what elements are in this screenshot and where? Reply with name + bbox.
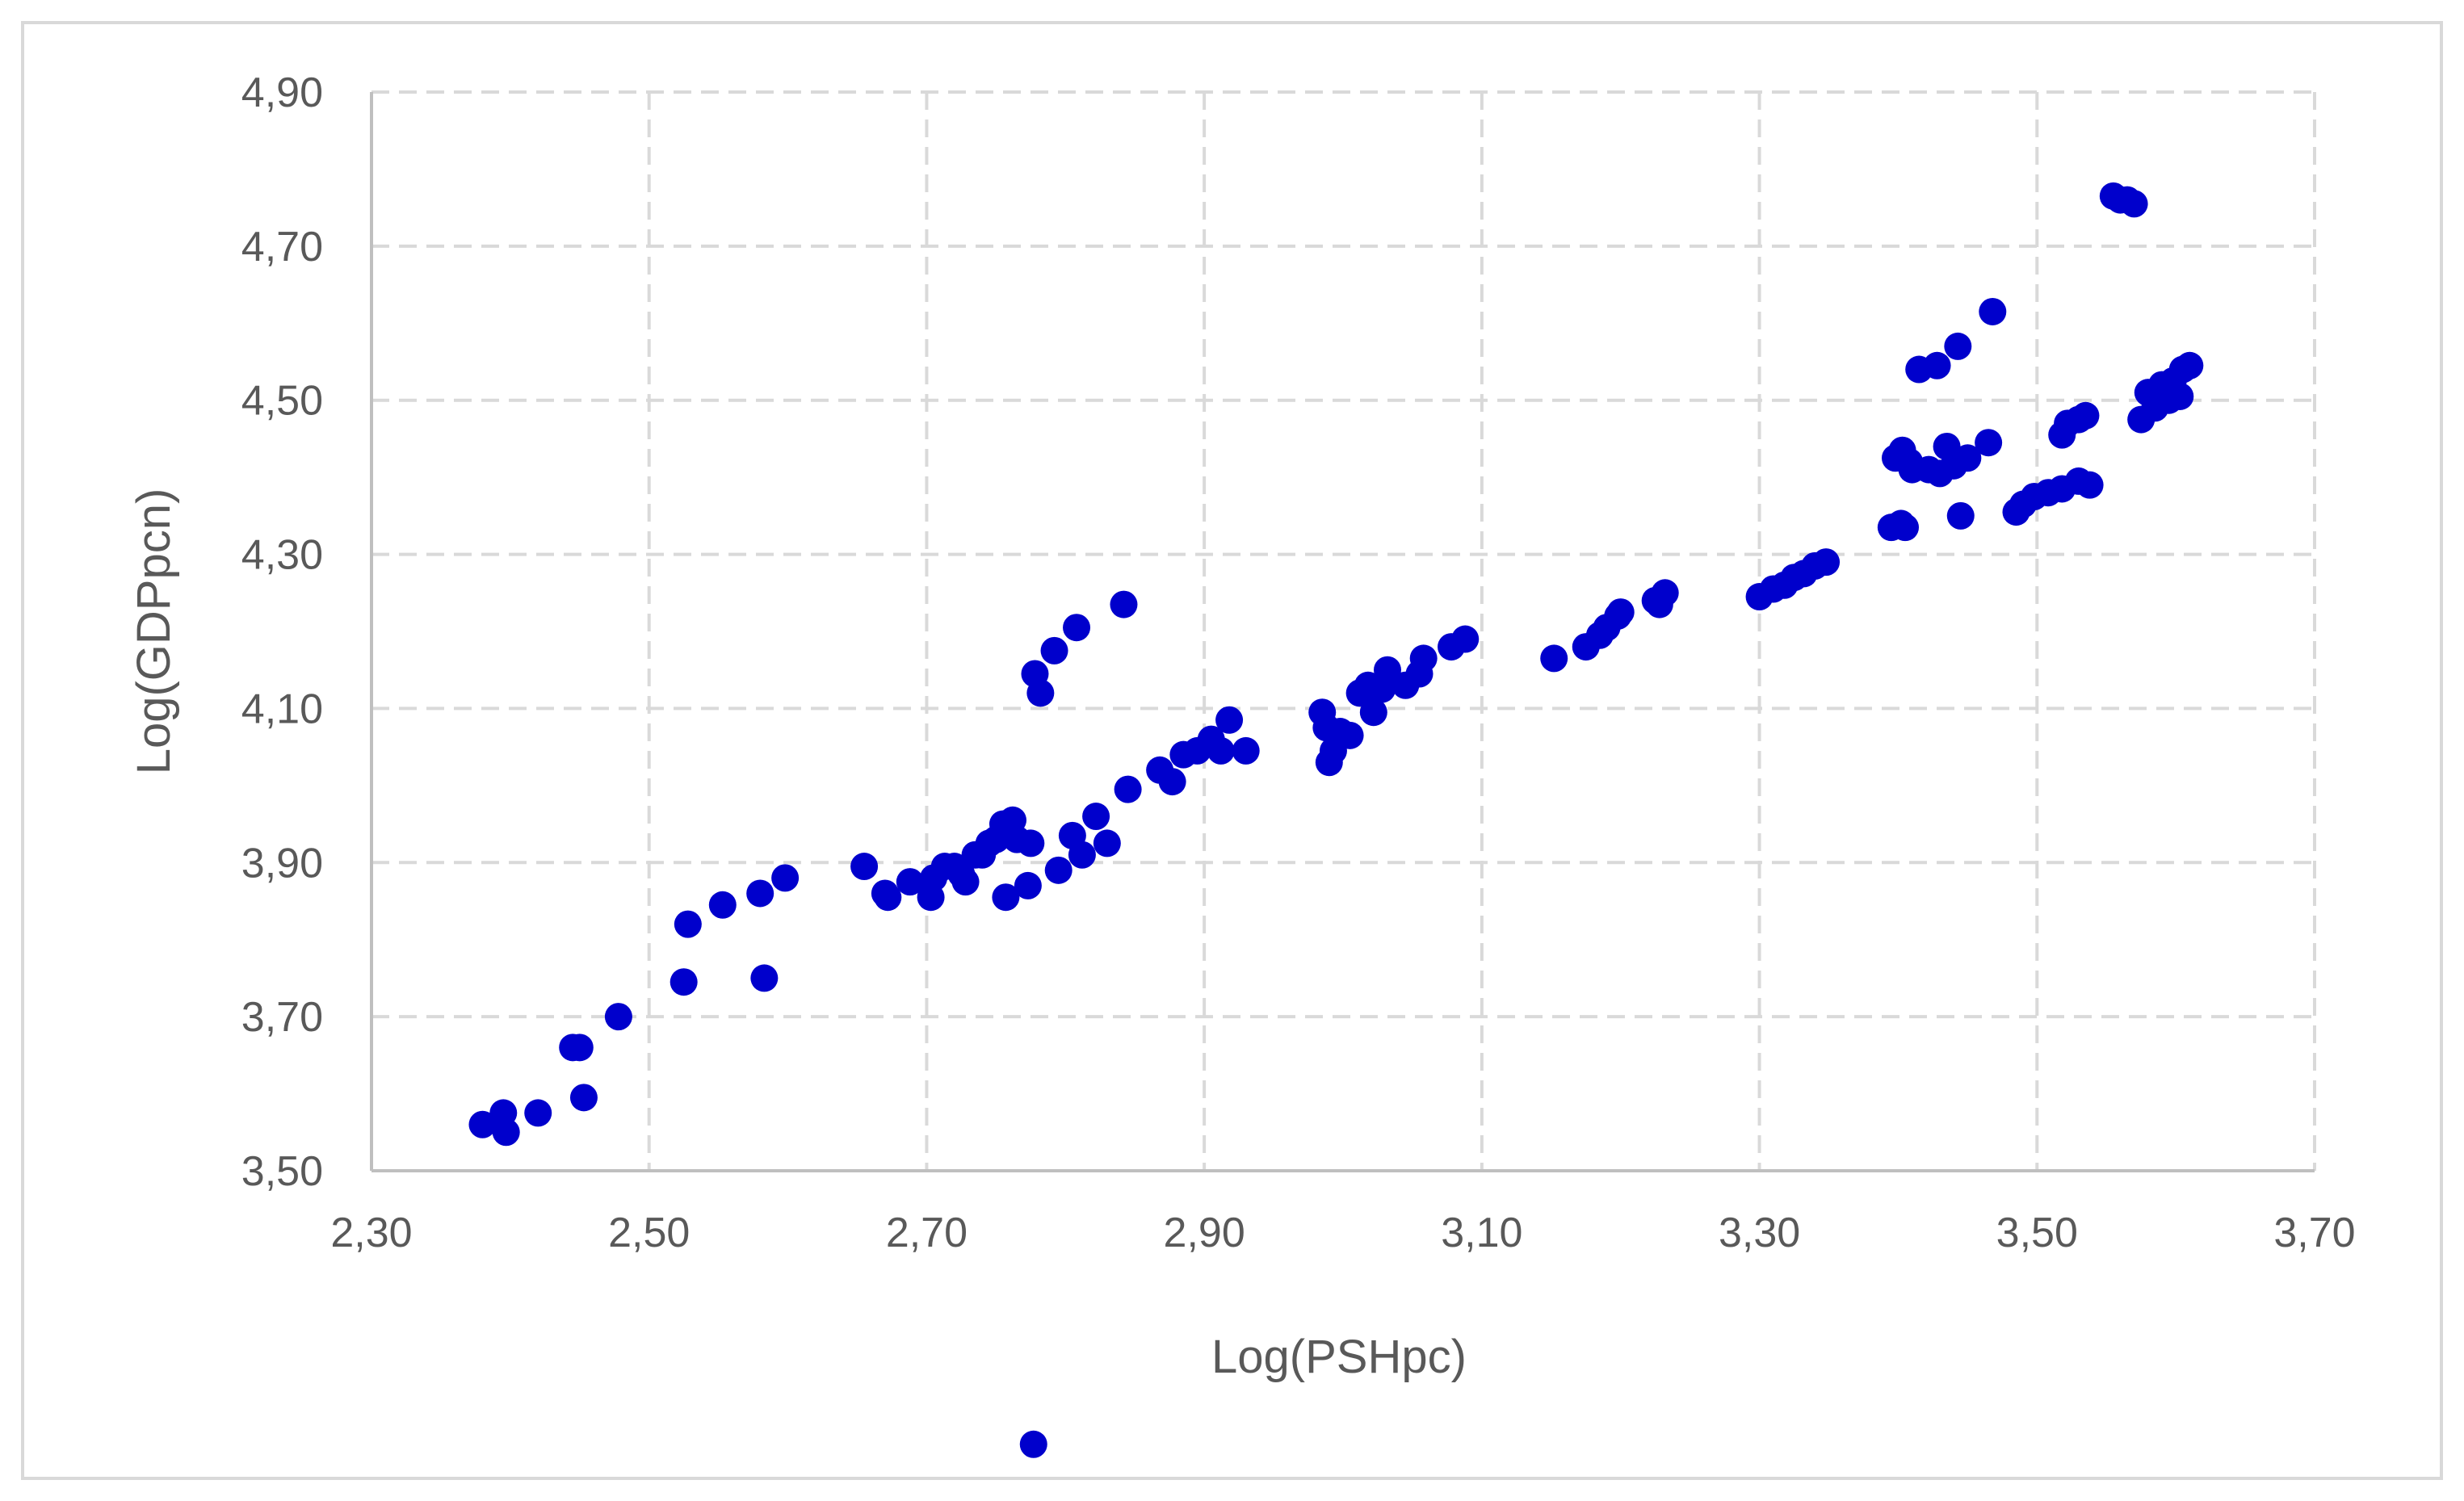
data-point [1114,775,1142,803]
data-point [1017,829,1045,857]
data-point [1215,706,1244,734]
data-point [708,891,737,919]
data-point [1336,721,1364,749]
data-point [1373,656,1401,684]
data-point [1606,598,1635,627]
data-point [750,964,779,992]
data-point [1019,1430,1047,1458]
x-tick-label: 2,30 [330,1210,412,1256]
data-point [670,968,698,996]
data-point [746,879,774,908]
data-point [1451,625,1480,653]
data-point [1026,679,1055,707]
x-tick-label: 3,10 [1441,1210,1522,1256]
data-point [1044,856,1072,884]
y-tick-label: 4,50 [241,378,323,425]
data-point [1093,829,1121,857]
x-axis-title: Log(PSHpc) [1211,1331,1467,1383]
data-point [874,883,902,912]
axes [370,92,2315,1172]
data-point [1954,444,1982,472]
y-tick-label: 4,70 [241,224,323,270]
data-point [1207,736,1235,765]
data-point [2120,190,2148,218]
data-point [524,1099,552,1127]
tick-labels: 2,30 2,50 2,70 2,90 3,10 3,30 3,50 3,70 3,50 3,70… [241,69,2356,1256]
y-tick-label: 4,90 [241,69,323,116]
data-point [850,853,879,881]
data-point [604,1003,632,1031]
x-tick-label: 2,90 [1164,1210,1245,1256]
data-point [1975,429,2003,457]
data-points [468,182,2204,1458]
data-point [1946,501,1975,530]
x-tick-label: 3,50 [1996,1210,2078,1256]
data-point [1158,768,1186,796]
y-tick-label: 4,30 [241,532,323,579]
data-point [2076,471,2104,499]
data-point [1923,351,1951,379]
data-point [951,868,980,896]
data-point [2072,401,2100,430]
data-point [468,1110,497,1138]
y-tick-label: 3,50 [241,1148,323,1195]
y-tick-label: 3,90 [241,840,323,887]
data-point [1651,579,1679,607]
y-tick-label: 4,10 [241,686,323,732]
data-point [1979,297,2007,325]
x-tick-label: 3,70 [2273,1210,2355,1256]
x-tick-label: 2,70 [886,1210,968,1256]
data-point [771,864,800,892]
y-tick-label: 3,70 [241,994,323,1041]
data-point [1040,636,1068,665]
data-point [896,868,924,896]
y-axis-title: Log(GDPpcn) [128,488,180,775]
data-point [1944,332,1972,360]
data-point [2166,382,2194,410]
data-point [1891,514,1920,542]
data-point [2176,351,2204,379]
x-tick-label: 2,50 [608,1210,690,1256]
data-point [1068,841,1096,869]
data-point [1359,698,1387,727]
grid-lines [371,90,2316,1171]
data-point [1082,803,1110,831]
data-point [1409,644,1438,673]
x-tick-label: 3,30 [1719,1210,1800,1256]
data-point [1063,614,1091,642]
data-point [674,910,702,938]
data-point [1540,644,1568,673]
data-point [1812,548,1841,577]
data-point [1110,590,1138,618]
data-point [565,1034,594,1062]
data-point [569,1084,598,1112]
data-point [492,1118,520,1147]
data-point [1232,736,1260,765]
data-point [992,883,1020,912]
data-point [1014,871,1042,899]
